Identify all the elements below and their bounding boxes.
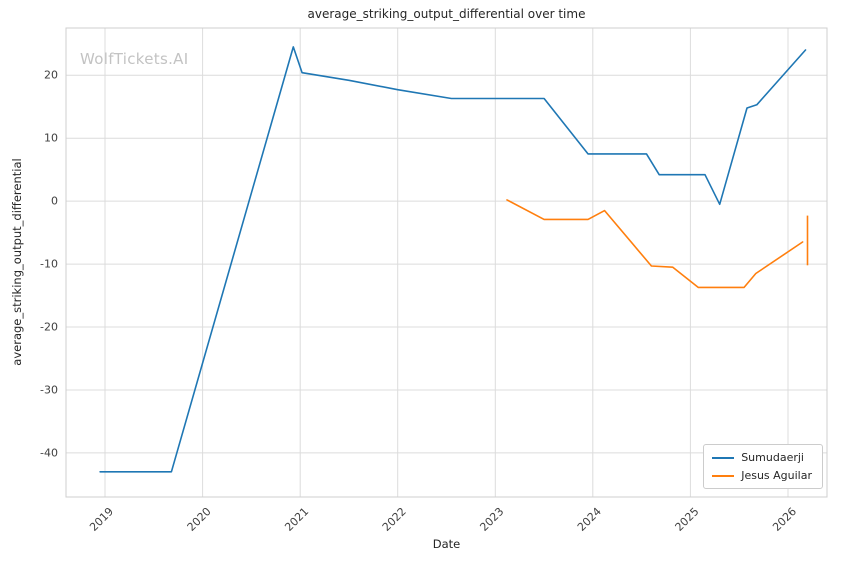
x-tick-label: 2022: [380, 505, 409, 534]
legend-line-jesus-aguilar: [712, 474, 735, 477]
y-tick-label: -40: [40, 446, 58, 459]
series-line-jesus-aguilar: [506, 199, 804, 289]
plot-border: [65, 27, 828, 498]
y-tick-label: 10: [44, 132, 58, 145]
chart-title: average_striking_output_differential ove…: [307, 7, 586, 21]
y-tick-label: -20: [40, 321, 58, 334]
legend-label-jesus-aguilar: Jesus Aguilar: [741, 469, 812, 482]
x-tick-label: 2024: [575, 505, 604, 534]
y-tick-label: 20: [44, 69, 58, 82]
y-tick-label: 0: [51, 195, 58, 208]
y-axis-label: average_striking_output_differential: [10, 158, 24, 366]
x-tick-label: 2023: [477, 505, 506, 534]
legend-line-sumudaerji: [712, 456, 735, 459]
series-line-sumudaerji: [99, 46, 807, 473]
x-tick-label: 2021: [282, 505, 311, 534]
watermark: WolfTickets.AI: [80, 50, 189, 68]
x-tick-label: 2026: [770, 505, 799, 534]
legend-label-sumudaerji: Sumudaerji: [741, 451, 804, 464]
x-tick-label: 2020: [185, 505, 214, 534]
y-tick-label: -10: [40, 258, 58, 271]
y-tick-label: -30: [40, 384, 58, 397]
x-tick-label: 2025: [673, 505, 702, 534]
legend-item-jesus-aguilar: Jesus Aguilar: [712, 469, 812, 482]
x-tick-label: 2019: [87, 505, 116, 534]
x-axis-label: Date: [432, 537, 461, 551]
legend-item-sumudaerji: Sumudaerji: [712, 451, 812, 464]
legend: Sumudaerji Jesus Aguilar: [703, 444, 823, 489]
